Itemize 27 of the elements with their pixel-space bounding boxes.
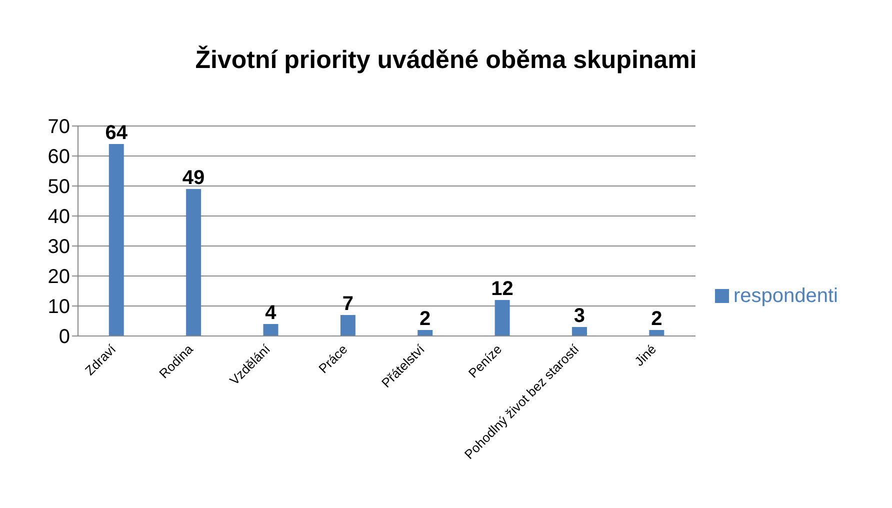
y-tick-label: 50 [48,176,70,198]
data-label: 49 [182,167,205,189]
bar [649,330,664,336]
data-label: 7 [342,293,354,315]
data-label: 64 [105,122,128,144]
data-label: 3 [574,305,586,327]
chart-title: Životní priority uváděné oběma skupinami [194,44,698,76]
data-label: 2 [651,308,662,330]
y-tick-label: 60 [48,146,70,168]
bar [340,315,356,336]
bar [186,189,202,336]
legend-label: respondenti [733,284,838,306]
data-label: 12 [491,278,514,300]
y-tick-label: 0 [58,326,70,348]
y-tick-label: 20 [48,266,70,288]
bar [108,144,124,336]
data-label: 2 [420,308,431,330]
bar [572,327,587,336]
x-tick-label: Jiné [632,342,659,369]
y-tick-label: 40 [48,206,70,228]
bar [494,300,510,336]
y-tick-label: 30 [48,236,70,258]
data-label: 4 [265,302,278,324]
y-tick-label: 70 [48,116,70,138]
bar [418,330,433,336]
bar [263,324,278,336]
y-tick-label: 10 [48,296,70,318]
